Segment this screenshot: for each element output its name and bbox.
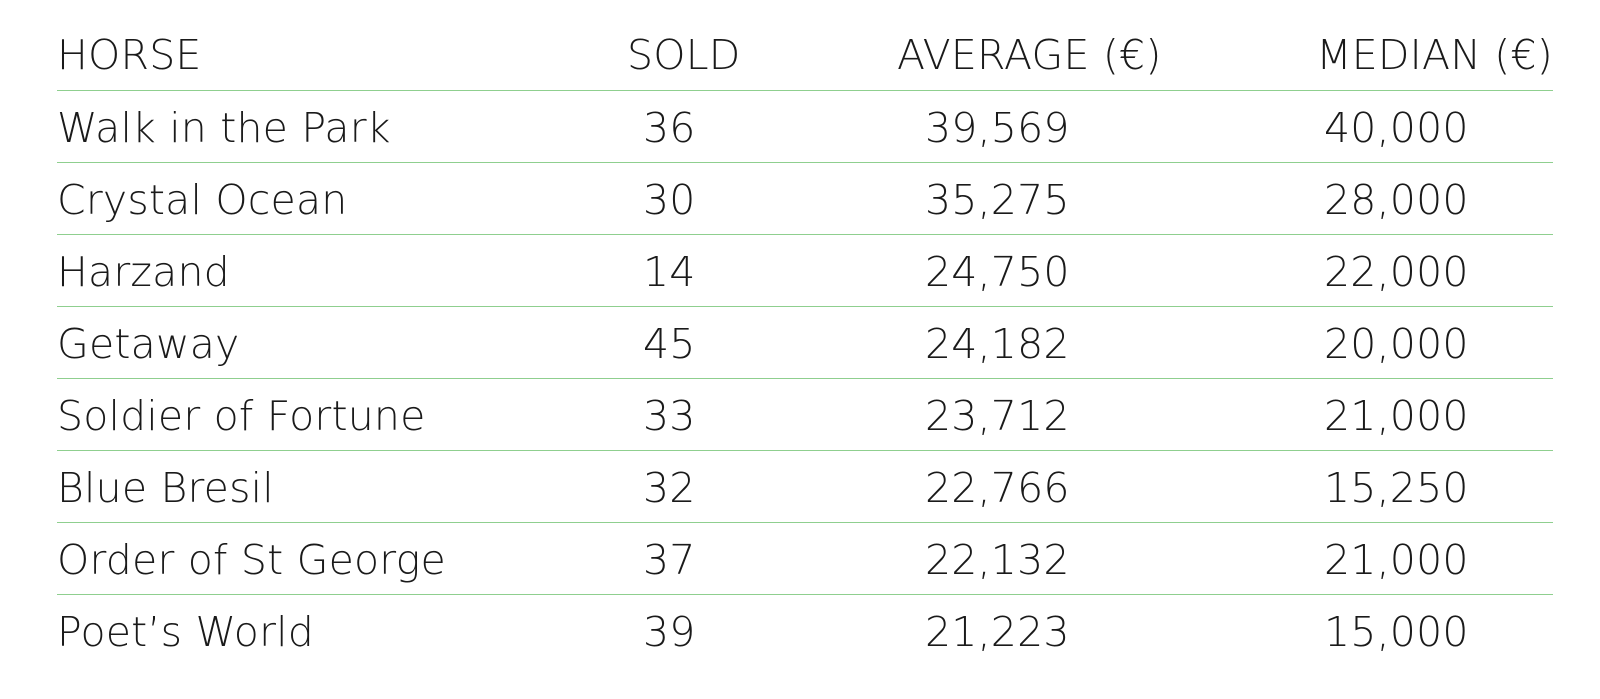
cell-average: 23,712: [925, 392, 1070, 440]
cell-median: 15,250: [1324, 464, 1469, 512]
sales-table: HORSE SOLD AVERAGE (€) MEDIAN (€) Walk i…: [57, 0, 1553, 667]
table-row: Blue Bresil 32 22,766 15,250: [57, 451, 1553, 523]
cell-average: 39,569: [925, 104, 1070, 152]
table-row: Soldier of Fortune 33 23,712 21,000: [57, 379, 1553, 451]
header-sold: SOLD: [627, 31, 741, 79]
cell-average: 21,223: [925, 608, 1070, 656]
cell-median: 21,000: [1324, 536, 1469, 584]
table-header-row: HORSE SOLD AVERAGE (€) MEDIAN (€): [57, 0, 1553, 91]
cell-median: 21,000: [1324, 392, 1469, 440]
cell-median: 22,000: [1324, 248, 1469, 296]
cell-sold: 30: [643, 176, 696, 224]
table-row: Getaway 45 24,182 20,000: [57, 307, 1553, 379]
table-row: Walk in the Park 36 39,569 40,000: [57, 91, 1553, 163]
table-row: Harzand 14 24,750 22,000: [57, 235, 1553, 307]
cell-sold: 33: [643, 392, 696, 440]
cell-median: 40,000: [1324, 104, 1469, 152]
table-row: Crystal Ocean 30 35,275 28,000: [57, 163, 1553, 235]
cell-median: 20,000: [1324, 320, 1469, 368]
cell-sold: 14: [643, 248, 696, 296]
cell-sold: 32: [643, 464, 696, 512]
cell-horse: Getaway: [57, 320, 240, 368]
cell-sold: 45: [643, 320, 696, 368]
cell-average: 24,750: [925, 248, 1070, 296]
table-row: Order of St George 37 22,132 21,000: [57, 523, 1553, 595]
cell-median: 28,000: [1324, 176, 1469, 224]
cell-horse: Crystal Ocean: [57, 176, 348, 224]
cell-horse: Soldier of Fortune: [57, 392, 426, 440]
header-median: MEDIAN (€): [1316, 31, 1553, 79]
cell-average: 22,132: [925, 536, 1070, 584]
cell-average: 22,766: [925, 464, 1070, 512]
cell-sold: 36: [643, 104, 696, 152]
cell-average: 35,275: [925, 176, 1070, 224]
cell-sold: 37: [643, 536, 696, 584]
cell-horse: Walk in the Park: [57, 104, 391, 152]
cell-sold: 39: [643, 608, 696, 656]
header-horse: HORSE: [57, 31, 202, 79]
cell-horse: Order of St George: [57, 536, 446, 584]
cell-horse: Blue Bresil: [57, 464, 274, 512]
header-average: AVERAGE (€): [897, 31, 1162, 79]
cell-horse: Poet’s World: [57, 608, 314, 656]
cell-horse: Harzand: [57, 248, 230, 296]
cell-median: 15,000: [1324, 608, 1469, 656]
cell-average: 24,182: [925, 320, 1070, 368]
table-row: Poet’s World 39 21,223 15,000: [57, 595, 1553, 667]
